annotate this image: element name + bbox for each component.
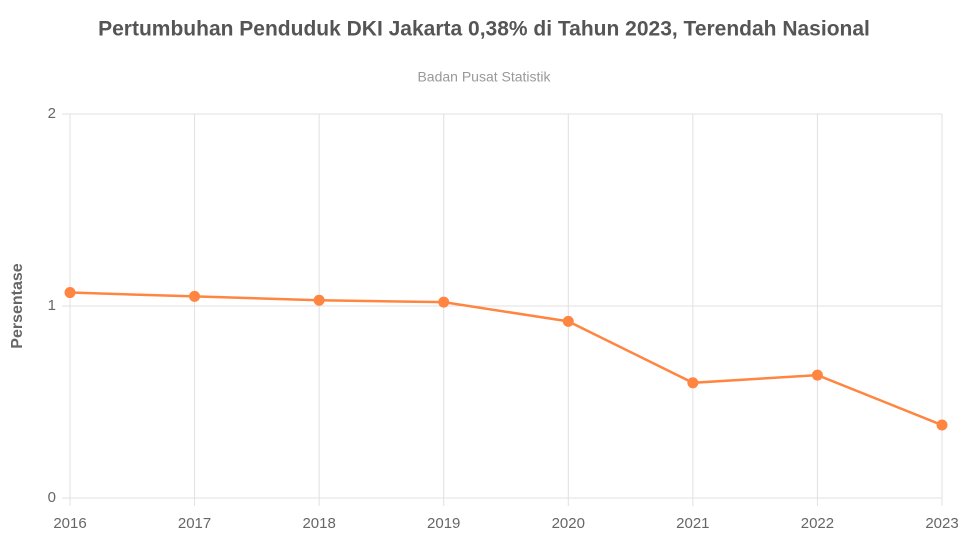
x-tick-label: 2021 [676, 515, 709, 532]
x-tick-label: 2019 [427, 515, 460, 532]
data-point [687, 377, 699, 389]
data-point [811, 369, 823, 381]
data-point [64, 287, 76, 299]
x-tick-label: 2017 [178, 515, 211, 532]
data-point [313, 294, 325, 306]
y-tick-label: 1 [48, 297, 56, 314]
data-point [438, 296, 450, 308]
chart-title: Pertumbuhan Penduduk DKI Jakarta 0,38% d… [98, 18, 870, 41]
data-point [189, 290, 201, 302]
x-tick-label: 2018 [302, 515, 335, 532]
data-point [562, 315, 574, 327]
chart-subtitle: Badan Pusat Statistik [417, 69, 551, 85]
data-line [69, 291, 943, 427]
x-tick-label: 2016 [53, 515, 86, 532]
y-tick-label: 2 [48, 105, 56, 122]
x-tick-label: 2023 [925, 515, 958, 532]
x-tick-label: 2020 [552, 515, 585, 532]
x-tick-label: 2022 [801, 515, 834, 532]
y-axis-label: Persentase [9, 263, 26, 348]
data-point [936, 419, 948, 431]
y-tick-label: 0 [48, 489, 56, 506]
